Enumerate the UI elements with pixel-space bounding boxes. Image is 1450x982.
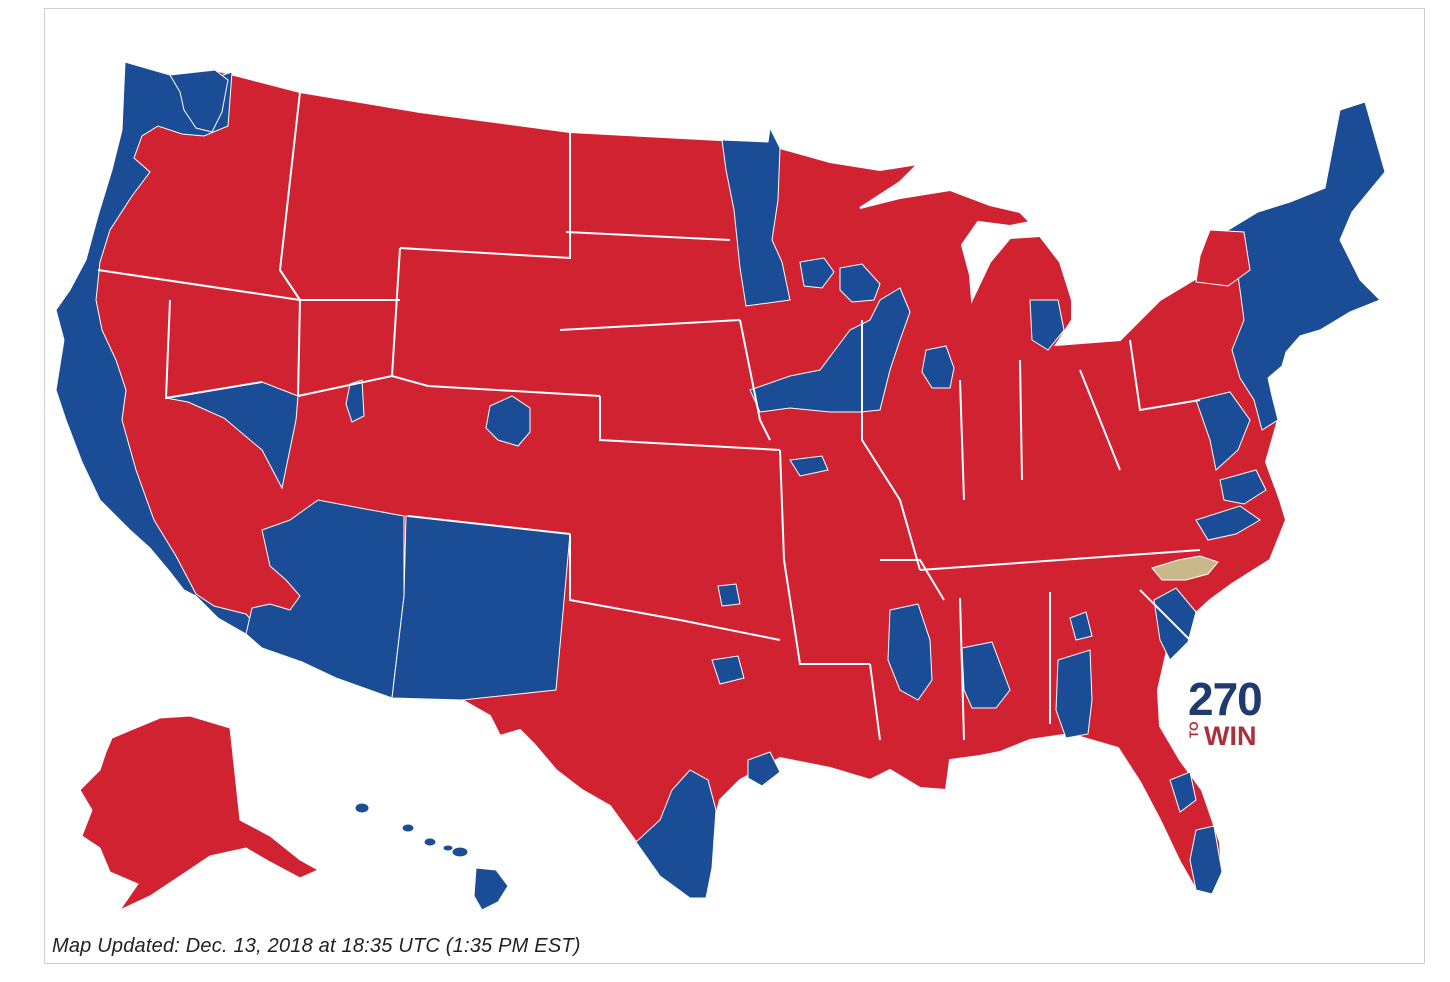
region-northeast[interactable] (1224, 101, 1386, 431)
region-seattle[interactable] (169, 69, 229, 133)
region-dallas[interactable] (711, 655, 745, 685)
region-houston[interactable] (747, 751, 781, 787)
region-texas-rio-grande[interactable] (635, 769, 717, 899)
region-minneapolis[interactable] (799, 257, 835, 289)
region-arizona[interactable] (245, 499, 405, 699)
contiguous-us[interactable] (54, 60, 1387, 899)
region-north-carolina-north[interactable] (1195, 505, 1261, 541)
state-borders (97, 91, 1201, 741)
region-chicago[interactable] (921, 345, 955, 389)
region-detroit[interactable] (1029, 299, 1065, 351)
region-wisconsin-madison[interactable] (839, 263, 881, 303)
region-oklahoma-5[interactable] (717, 583, 741, 607)
region-florida-central[interactable] (1169, 771, 1197, 813)
logo-win: WIN (1204, 721, 1257, 751)
alaska[interactable] (79, 715, 320, 912)
region-salt-lake[interactable] (345, 379, 365, 423)
region-nevada[interactable] (165, 381, 299, 490)
logo-to: TO (1187, 721, 1201, 738)
region-virginia-southeast[interactable] (1219, 469, 1267, 505)
region-denver[interactable] (485, 395, 531, 447)
hawaii[interactable] (354, 802, 509, 911)
region-georgia-2[interactable] (1055, 649, 1093, 739)
region-mississippi-delta[interactable] (887, 603, 933, 701)
region-pacific-coast[interactable] (55, 61, 261, 635)
region-ny-upstate-red[interactable] (1195, 229, 1251, 287)
region-virginia-dc[interactable] (1195, 391, 1251, 471)
region-atlanta[interactable] (1069, 611, 1093, 641)
region-florida-southeast[interactable] (1189, 825, 1223, 895)
logo-number: 270 (1188, 673, 1263, 725)
region-undecided-nc9[interactable] (1151, 555, 1219, 581)
region-minnesota-west[interactable] (721, 126, 791, 307)
region-iowa-illinois[interactable] (749, 287, 911, 413)
region-kansas-city[interactable] (789, 455, 829, 477)
region-alabama-7[interactable] (961, 641, 1011, 709)
270towin-logo: 270 TO WIN (1184, 676, 1284, 766)
map-updated-text: Map Updated: Dec. 13, 2018 at 18:35 UTC … (52, 935, 581, 957)
region-new-mexico[interactable] (391, 515, 571, 701)
